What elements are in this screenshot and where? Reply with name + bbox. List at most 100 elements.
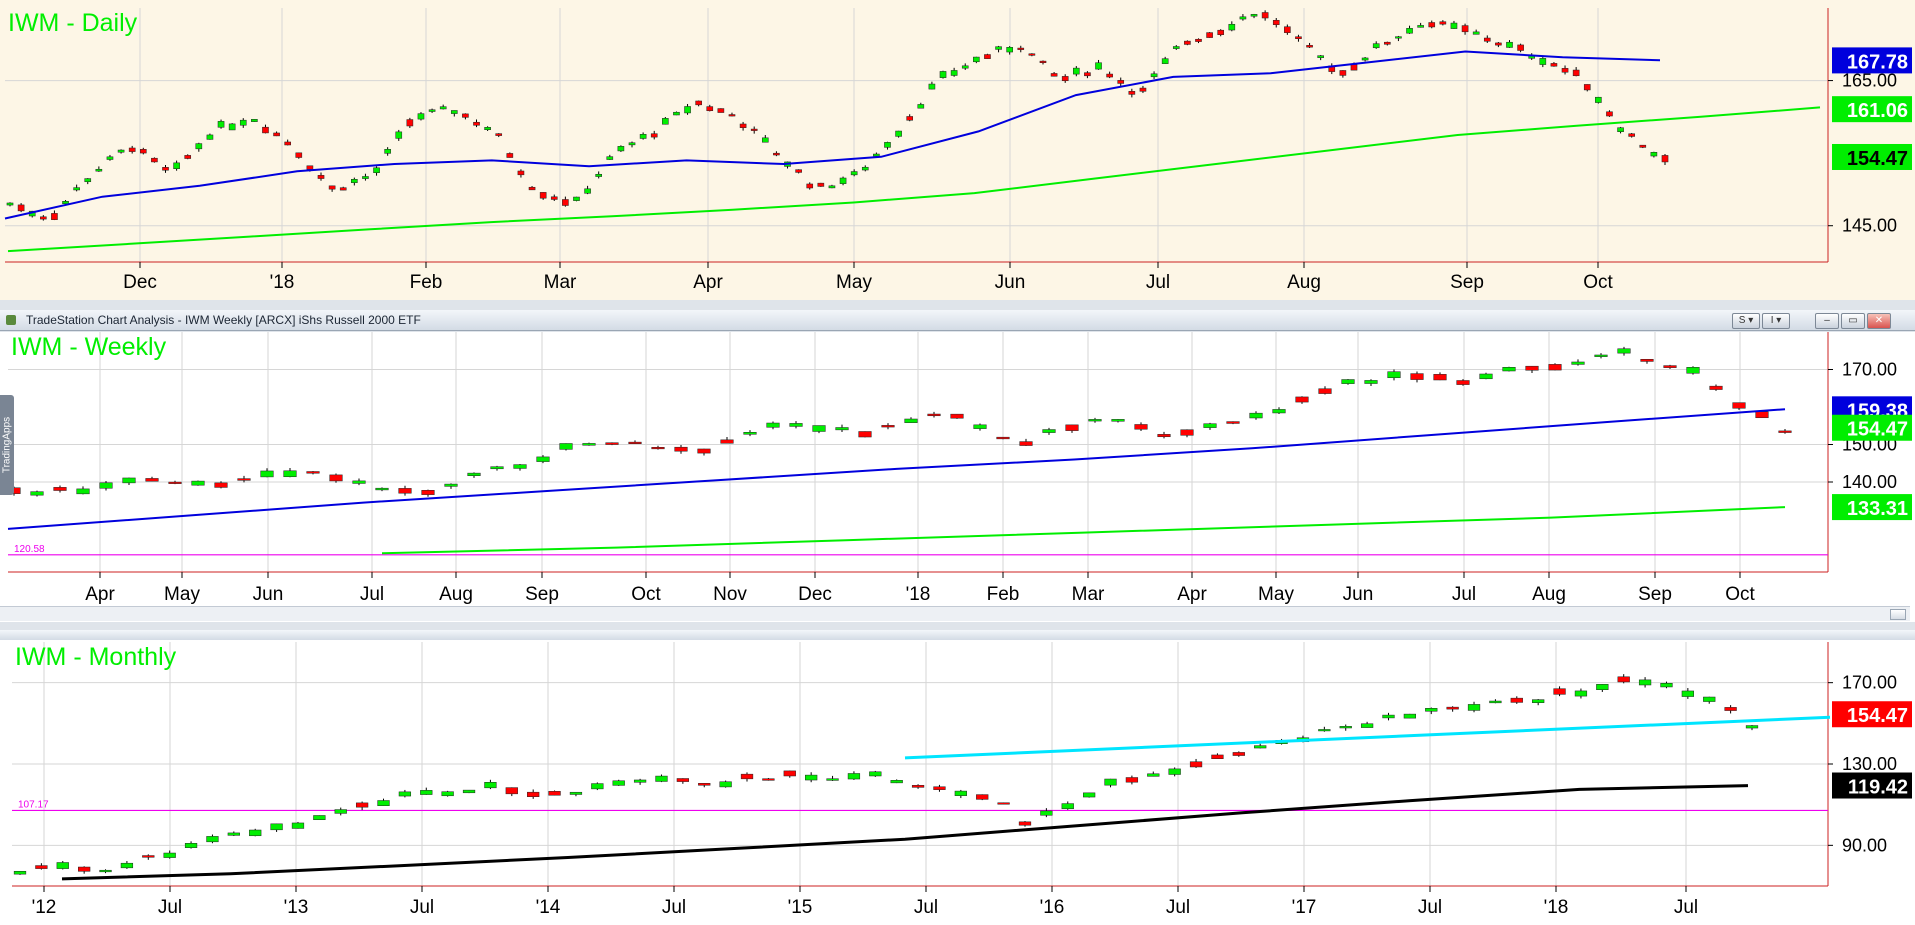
daily-candle-body	[1539, 58, 1547, 65]
monthly-candle-body	[99, 869, 112, 873]
monthly-candle-body	[249, 829, 262, 837]
monthly-chart-pane[interactable]: 107.17 90.00 130.00 170.00 '12 Jul '13 Jul '14 Ju…	[0, 630, 1915, 925]
monthly-candle-body	[1147, 773, 1160, 777]
monthly-candle-body	[869, 771, 882, 777]
daily-candle-body	[173, 162, 180, 169]
restore-button[interactable]: ▭	[1841, 313, 1865, 329]
daily-candle-body	[473, 121, 480, 126]
weekly-candle-body	[973, 424, 987, 429]
window-title-bar[interactable]: TradeStation Chart Analysis - IWM Weekly…	[0, 310, 1915, 331]
daily-candle-body	[17, 204, 25, 212]
monthly-candle-body	[13, 870, 27, 875]
daily-plot-area	[5, 8, 1828, 262]
monthly-candle-body	[1254, 745, 1267, 749]
horizontal-scrollbar[interactable]	[0, 606, 1910, 621]
monthly-candle-body	[206, 836, 219, 843]
daily-candle-body	[1261, 12, 1269, 19]
monthly-candle-body	[227, 832, 240, 836]
scroll-thumb[interactable]	[1890, 609, 1906, 620]
daily-candle-body	[251, 119, 258, 122]
daily-candle-body	[773, 152, 780, 156]
weekly-candle-body	[329, 474, 343, 482]
weekly-candle-body	[812, 425, 826, 432]
monthly-candle-body	[1660, 682, 1673, 688]
daily-candle-body	[117, 149, 125, 153]
daily-candle-body	[306, 165, 314, 170]
weekly-candle-body	[1364, 380, 1378, 384]
monthly-xtick-label: '18	[1544, 897, 1569, 918]
weekly-xtick-label: '18	[906, 584, 931, 605]
weekly-xtick-label: Jul	[1452, 584, 1476, 605]
daily-candle-body	[1628, 133, 1635, 137]
daily-candle-body	[1061, 76, 1069, 82]
weekly-candle-body	[1525, 365, 1539, 371]
weekly-chart-window[interactable]: TradeStation Chart Analysis - IWM Weekly…	[0, 310, 1915, 622]
weekly-candle-body	[76, 488, 90, 495]
weekly-xtick-label: Sep	[1638, 584, 1672, 605]
monthly-candle-body	[591, 783, 604, 790]
daily-candle-body	[1583, 84, 1591, 91]
daily-candle-body	[1428, 22, 1436, 28]
daily-candle-body	[917, 104, 925, 109]
weekly-candle-body	[513, 464, 527, 469]
weekly-candle-body	[1272, 409, 1286, 414]
monthly-xtick-label: '13	[284, 897, 309, 918]
daily-candle-body	[1139, 87, 1147, 92]
monthly-chart-title: IWM - Monthly	[15, 643, 177, 671]
daily-candle-body	[1128, 91, 1136, 95]
monthly-xtick-label: Jul	[1674, 897, 1698, 918]
daily-ytick-label: 145.00	[1842, 216, 1897, 236]
weekly-value-label-box	[1832, 414, 1912, 441]
monthly-reference-label: 107.17	[18, 799, 49, 810]
weekly-xtick-label: Nov	[713, 584, 747, 605]
daily-xtick-label: Apr	[693, 272, 723, 293]
weekly-value-label: 154.47	[1847, 419, 1908, 441]
monthly-candle-body	[78, 866, 91, 872]
daily-candle-body	[995, 46, 1002, 50]
daily-candle-body	[362, 176, 369, 179]
monthly-candle-body	[398, 791, 412, 797]
daily-chart-pane[interactable]: 145.00 165.00 Dec '18 Feb Mar Apr May Jun Jul Aug S…	[0, 0, 1915, 300]
daily-candle-body	[528, 186, 536, 191]
minimize-button[interactable]: –	[1815, 313, 1839, 329]
daily-candle-body	[1184, 40, 1191, 45]
monthly-candle-body	[954, 790, 967, 796]
daily-candle-body	[1006, 47, 1013, 53]
daily-candle-body	[506, 153, 514, 158]
daily-value-label-box	[1832, 47, 1912, 74]
weekly-xtick-label: Aug	[439, 584, 473, 605]
weekly-candle-body	[1019, 441, 1033, 446]
daily-candle-body	[1606, 111, 1613, 117]
daily-candle-body	[1483, 37, 1491, 42]
weekly-candle-body	[881, 425, 895, 428]
monthly-candle-body	[313, 815, 326, 821]
daily-value-label-box	[1832, 96, 1912, 123]
weekly-candle-body	[168, 481, 182, 484]
window-caption: TradeStation Chart Analysis - IWM Weekly…	[26, 313, 421, 327]
weekly-candle-body	[467, 472, 481, 476]
daily-candle-body	[928, 83, 936, 90]
daily-candle-body	[1295, 36, 1302, 39]
monthly-value-label: 119.42	[1848, 777, 1908, 799]
weekly-candle-body	[260, 470, 274, 478]
monthly-candle-body	[1061, 803, 1074, 810]
weekly-candle-body	[1502, 367, 1516, 372]
i-menu-button[interactable]: I ▾	[1762, 313, 1790, 329]
s-menu-button[interactable]: S ▾	[1732, 313, 1760, 329]
monthly-candle-body	[911, 785, 925, 788]
weekly-candle-body	[1410, 373, 1424, 380]
weekly-candle-body	[904, 418, 918, 423]
daily-xtick-label: Feb	[410, 272, 443, 293]
daily-candle-body	[1106, 73, 1113, 78]
close-button[interactable]: ✕	[1867, 313, 1891, 329]
weekly-candle-body	[1709, 385, 1723, 390]
monthly-candle-body	[1489, 700, 1502, 704]
monthly-ytick-label: 130.00	[1842, 754, 1897, 774]
monthly-candle-body	[783, 770, 796, 777]
monthly-candle-body	[1425, 708, 1438, 712]
monthly-candle-body	[1339, 726, 1352, 729]
monthly-candle-body	[1724, 707, 1737, 711]
weekly-xtick-label: Mar	[1072, 584, 1105, 605]
weekly-candle-body	[214, 482, 228, 488]
tradingapps-side-tab[interactable]: TradingApps	[0, 395, 14, 495]
